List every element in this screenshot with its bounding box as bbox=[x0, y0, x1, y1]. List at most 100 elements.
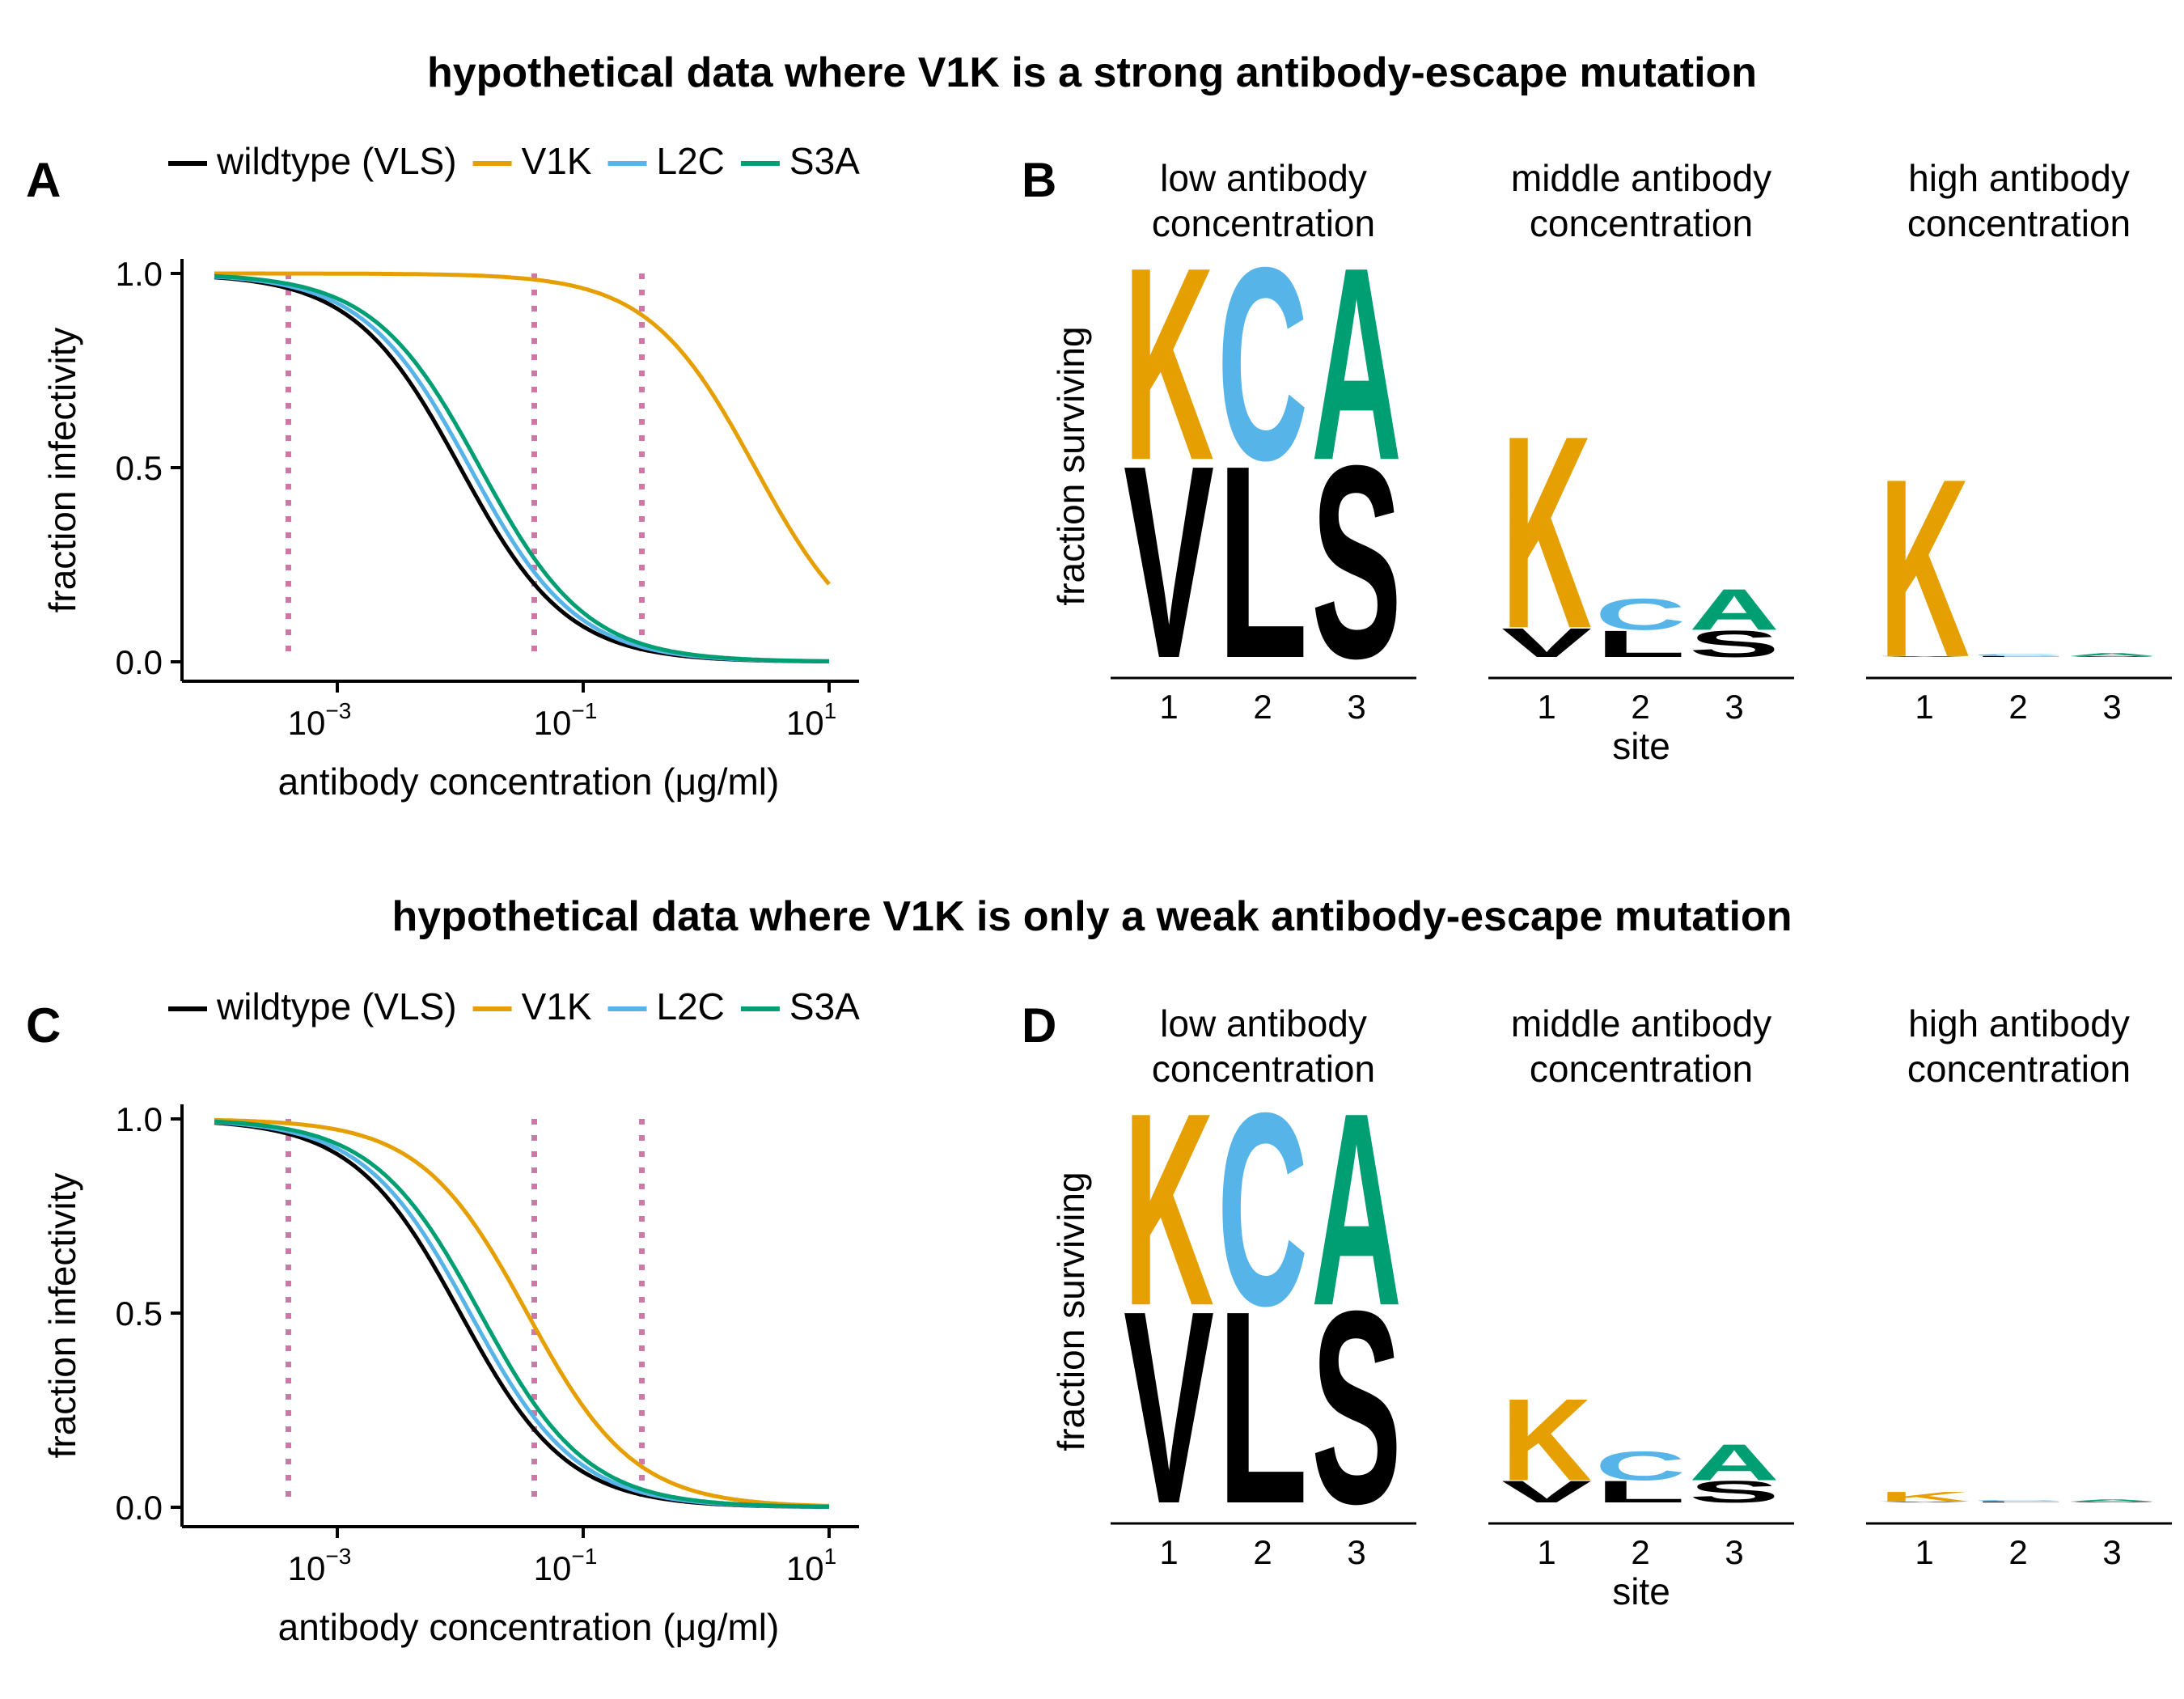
logo-letter-k: K bbox=[1124, 1056, 1214, 1363]
logo-letter-c: C bbox=[1595, 1443, 1686, 1489]
logo-letter-a: A bbox=[2067, 1499, 2157, 1502]
site-tick-label: 3 bbox=[2102, 688, 2121, 726]
facet-title: high antibody bbox=[1908, 1002, 2130, 1044]
series-line bbox=[214, 274, 829, 663]
site-tick-label: 1 bbox=[1537, 1533, 1555, 1571]
x-axis-label: site bbox=[1612, 725, 1670, 767]
logo-letter-a: A bbox=[1311, 1056, 1402, 1363]
site-tick-label: 3 bbox=[1725, 688, 1743, 726]
y-axis-label: fraction infectivity bbox=[41, 1173, 83, 1459]
x-axis-label: antibody concentration (μg/ml) bbox=[278, 1606, 780, 1648]
title-top: hypothetical data where V1K is a strong … bbox=[427, 49, 1757, 96]
series-line bbox=[214, 273, 829, 663]
logo-letter-s: S bbox=[1311, 1253, 1402, 1561]
logo-letter-c: C bbox=[1973, 1499, 2063, 1502]
logo-letter-a: A bbox=[2067, 652, 2157, 657]
y-tick-label: 0.5 bbox=[116, 449, 163, 487]
facet-title: middle antibody bbox=[1511, 1002, 1771, 1044]
facet-title: low antibody bbox=[1160, 1002, 1367, 1044]
legend-label: L2C bbox=[657, 985, 725, 1027]
logo-letter-k: K bbox=[1501, 1374, 1592, 1505]
y-axis-label: fraction infectivity bbox=[41, 328, 83, 613]
x-tick-label: 10−3 bbox=[288, 698, 352, 742]
panel-label-b: B bbox=[1022, 153, 1056, 207]
panel-label-a: A bbox=[26, 153, 61, 207]
facet-title: concentration bbox=[1152, 1048, 1375, 1090]
logo-letter-l: L bbox=[1217, 1254, 1308, 1561]
panel-label-d: D bbox=[1022, 998, 1056, 1053]
logo-letter-c: C bbox=[1217, 1056, 1308, 1363]
site-tick-label: 1 bbox=[1159, 688, 1178, 726]
series-line bbox=[214, 275, 829, 663]
site-tick-label: 2 bbox=[1253, 1533, 1272, 1571]
site-tick-label: 1 bbox=[1537, 688, 1555, 726]
y-tick-label: 1.0 bbox=[116, 1100, 163, 1138]
facet-title: high antibody bbox=[1908, 157, 2130, 199]
y-axis-label: fraction surviving bbox=[1050, 1172, 1092, 1451]
logo-letter-a: A bbox=[1689, 577, 1780, 642]
title-bottom: hypothetical data where V1K is only a we… bbox=[392, 893, 1792, 940]
site-tick-label: 1 bbox=[1915, 688, 1933, 726]
logo-letter-s: S bbox=[2067, 655, 2157, 657]
legend-label: wildtype (VLS) bbox=[216, 140, 457, 182]
series-line bbox=[214, 1120, 829, 1509]
legend-label: V1K bbox=[522, 140, 592, 182]
site-tick-label: 2 bbox=[1253, 688, 1272, 726]
logo-letter-a: A bbox=[1311, 210, 1402, 518]
facet-title: middle antibody bbox=[1511, 157, 1771, 199]
y-tick-label: 0.5 bbox=[116, 1294, 163, 1333]
x-tick-label: 10−1 bbox=[534, 698, 598, 742]
panel-label-c: C bbox=[26, 998, 61, 1053]
logo-letter-v: V bbox=[1124, 1253, 1215, 1561]
x-axis-label: site bbox=[1612, 1570, 1670, 1612]
facet-title: concentration bbox=[1907, 202, 2131, 244]
site-tick-label: 2 bbox=[1631, 1533, 1649, 1571]
site-tick-label: 3 bbox=[2102, 1533, 2121, 1571]
x-tick-label: 10−3 bbox=[288, 1544, 352, 1587]
logo-letter-s: S bbox=[1689, 623, 1780, 665]
legend-label: V1K bbox=[522, 985, 592, 1027]
facet-title: concentration bbox=[1530, 1048, 1753, 1090]
logo-letter-v: V bbox=[1501, 620, 1592, 666]
x-tick-label: 101 bbox=[786, 698, 836, 742]
logo-letter-a: A bbox=[1689, 1434, 1780, 1491]
logo-letter-v: V bbox=[1879, 655, 1970, 657]
logo-letter-l: L bbox=[1595, 623, 1686, 665]
logo-letter-s: S bbox=[1311, 408, 1402, 715]
facet-title: low antibody bbox=[1160, 157, 1367, 199]
logo-letter-s: S bbox=[1689, 1474, 1780, 1509]
logo-letter-k: K bbox=[1879, 426, 1970, 710]
series-line bbox=[214, 271, 831, 586]
site-tick-label: 3 bbox=[1347, 1533, 1365, 1571]
y-tick-label: 1.0 bbox=[116, 255, 163, 293]
logo-letter-l: L bbox=[1217, 409, 1308, 716]
logo-letter-k: K bbox=[1879, 1489, 1970, 1505]
x-axis-label: antibody concentration (μg/ml) bbox=[278, 761, 780, 803]
y-tick-label: 0.0 bbox=[116, 643, 163, 681]
logo-letter-v: V bbox=[1879, 1501, 1970, 1502]
x-tick-label: 10−1 bbox=[534, 1544, 598, 1587]
facet-title: concentration bbox=[1152, 202, 1375, 244]
facet-title: concentration bbox=[1907, 1048, 2131, 1090]
logo-letter-c: C bbox=[1973, 654, 2063, 657]
x-tick-label: 101 bbox=[786, 1544, 836, 1587]
site-tick-label: 3 bbox=[1347, 688, 1365, 726]
facet-title: concentration bbox=[1530, 202, 1753, 244]
legend-label: S3A bbox=[789, 985, 860, 1027]
logo-letter-k: K bbox=[1124, 210, 1214, 518]
logo-letter-l: L bbox=[1973, 1501, 2063, 1502]
y-axis-label: fraction surviving bbox=[1050, 326, 1092, 605]
logo-letter-k: K bbox=[1501, 379, 1592, 686]
logo-letter-l: L bbox=[1595, 1475, 1686, 1510]
logo-letter-v: V bbox=[1124, 408, 1215, 715]
logo-letter-c: C bbox=[1217, 210, 1308, 518]
series-line bbox=[214, 1121, 829, 1509]
site-tick-label: 1 bbox=[1159, 1533, 1178, 1571]
site-tick-label: 1 bbox=[1915, 1533, 1933, 1571]
logo-letter-s: S bbox=[2067, 1501, 2157, 1502]
